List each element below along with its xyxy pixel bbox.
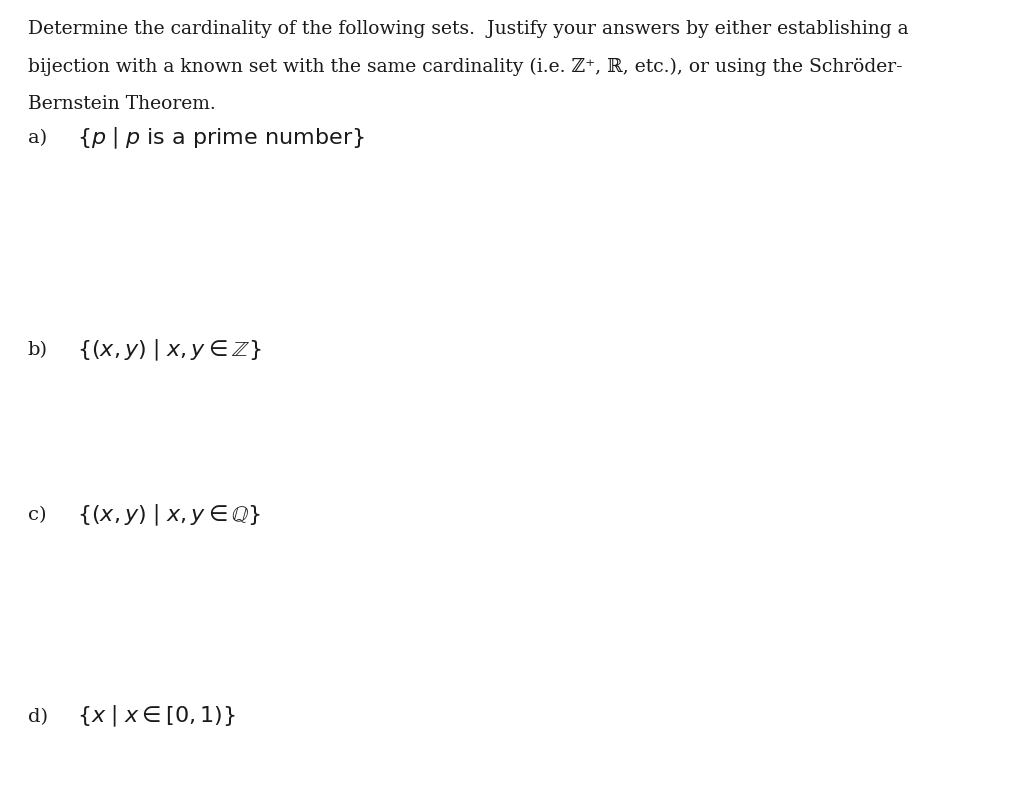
Text: $\{(x, y)\mid x, y \in \mathbb{Q}\}$: $\{(x, y)\mid x, y \in \mathbb{Q}\}$ <box>77 502 261 528</box>
Text: $\{(x, y)\mid x, y \in \mathbb{Z}\}$: $\{(x, y)\mid x, y \in \mathbb{Z}\}$ <box>77 338 262 363</box>
Text: a): a) <box>28 130 47 148</box>
Text: b): b) <box>28 341 48 360</box>
Text: d): d) <box>28 708 48 726</box>
Text: $\{x\mid x \in [0,1)\}$: $\{x\mid x \in [0,1)\}$ <box>77 704 236 729</box>
Text: c): c) <box>28 506 46 524</box>
Text: $\{p\mid p\ \mathrm{is\ a\ prime\ number}\}$: $\{p\mid p\ \mathrm{is\ a\ prime\ number… <box>77 126 365 151</box>
Text: Bernstein Theorem.: Bernstein Theorem. <box>28 95 215 113</box>
Text: bijection with a known set with the same cardinality (i.e. ℤ⁺, ℝ, etc.), or usin: bijection with a known set with the same… <box>28 57 902 75</box>
Text: Determine the cardinality of the following sets.  Justify your answers by either: Determine the cardinality of the followi… <box>28 20 908 38</box>
